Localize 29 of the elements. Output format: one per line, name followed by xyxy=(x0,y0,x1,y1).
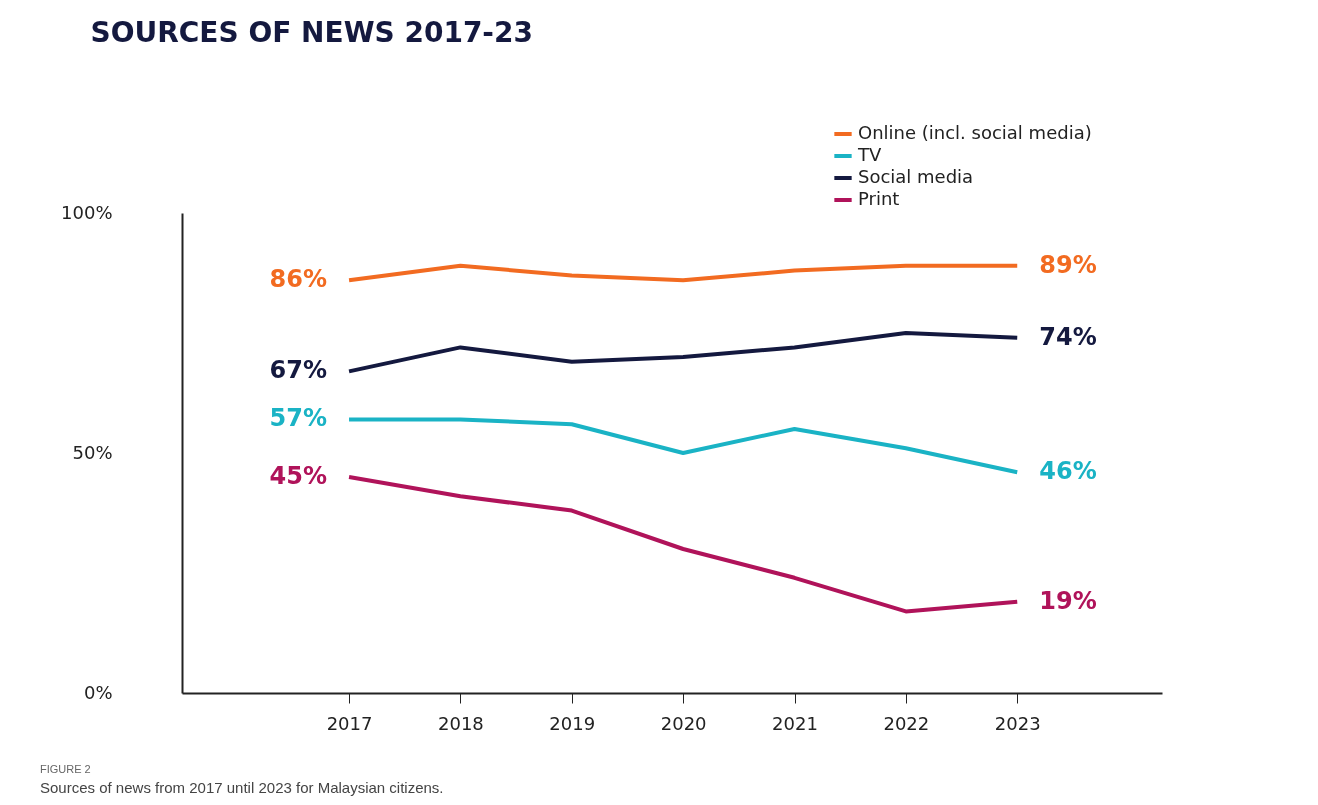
y-tick-label: 0% xyxy=(83,681,113,703)
data-label: 67% xyxy=(269,356,328,385)
x-tick-label: 2019 xyxy=(549,712,596,734)
legend-label: Social media xyxy=(858,166,974,187)
caption: FIGURE 2 xyxy=(40,763,92,775)
x-tick-label: 2022 xyxy=(883,712,930,734)
x-tick-label: 2021 xyxy=(772,712,818,734)
data-label: 57% xyxy=(269,404,328,433)
legend-label: Online (incl. social media) xyxy=(858,122,1092,143)
line-series xyxy=(347,475,1020,614)
data-label: 89% xyxy=(1039,250,1097,279)
legend-label: Print xyxy=(858,188,900,209)
x-tick-label: 2020 xyxy=(660,712,707,734)
x-tick-label: 2018 xyxy=(438,712,484,734)
data-label: 19% xyxy=(1039,586,1097,615)
source-note: Sources of news from 2017 until 2023 for Malaysian citizens. xyxy=(40,779,445,796)
legend-label: TV xyxy=(857,144,882,165)
data-label: 46% xyxy=(1039,457,1097,486)
chart-title: SOURCES OF NEWS 2017-23 xyxy=(90,16,533,49)
line-series xyxy=(347,263,1020,283)
y-tick-label: 100% xyxy=(61,201,113,223)
line-series xyxy=(347,331,1020,374)
data-label: 45% xyxy=(269,462,328,490)
y-tick-label: 50% xyxy=(72,441,113,463)
x-tick-label: 2017 xyxy=(326,712,373,734)
x-tick-label: 2023 xyxy=(994,712,1041,734)
data-label: 74% xyxy=(1039,322,1097,351)
data-label: 86% xyxy=(269,265,328,294)
line-series xyxy=(347,417,1020,475)
